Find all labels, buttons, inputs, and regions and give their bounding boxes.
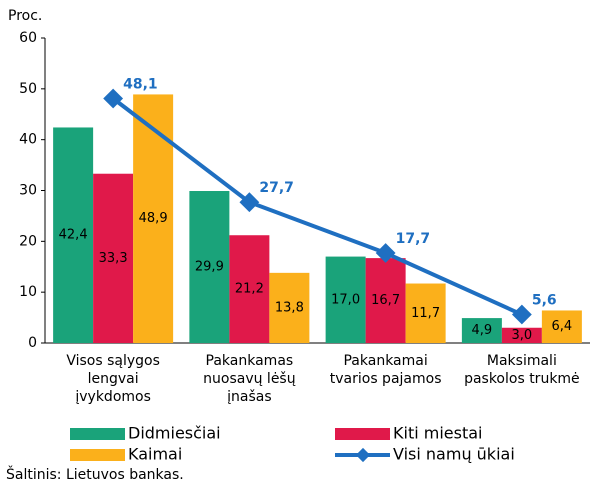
line-value-label: 48,1: [123, 76, 158, 92]
y-tick-label: 10: [19, 284, 37, 300]
x-tick-label: tvarios pajamos: [330, 371, 442, 387]
bar: [461, 318, 502, 343]
x-tick-label: Visos sąlygos: [66, 353, 160, 369]
y-tick-label: 20: [19, 233, 37, 249]
bar: [541, 310, 582, 343]
line-marker: [103, 88, 124, 109]
source: Šaltinis: Lietuvos bankas.: [6, 465, 184, 483]
line-value-label: 5,6: [532, 293, 557, 309]
legend-label: Kaimai: [128, 445, 182, 464]
bar: [365, 258, 406, 343]
legend-label: Didmiesčiai: [128, 424, 221, 443]
line-marker: [239, 192, 260, 213]
value-label: 4,9: [472, 323, 493, 338]
legend-label: Visi namų ūkiai: [393, 445, 515, 464]
value-label: 33,3: [99, 251, 128, 266]
value-label: 6,4: [552, 319, 573, 334]
legend-label: Kiti miestai: [393, 424, 482, 443]
value-label: 48,9: [139, 211, 168, 226]
y-tick-label: 0: [28, 335, 37, 351]
x-tick-label: Pakankamas: [206, 353, 294, 369]
x-tick-label: Maksimali: [487, 353, 557, 369]
y-tick-label: 60: [19, 30, 37, 46]
value-label: 29,9: [195, 260, 224, 275]
bar: [229, 235, 270, 343]
bar: [93, 173, 134, 343]
x-tick-label: lengvai: [88, 371, 139, 387]
line-marker: [511, 304, 532, 325]
bar: [269, 272, 310, 343]
x-tick-label: įvykdomos: [75, 389, 151, 405]
value-label: 16,7: [371, 293, 400, 308]
bar: [133, 94, 174, 343]
value-label: 13,8: [275, 300, 304, 315]
line: [111, 96, 523, 317]
y-axis-label: Proc.: [8, 8, 42, 24]
legend-swatch: [70, 428, 125, 440]
value-label: 3,0: [512, 328, 533, 343]
legend-marker: [355, 447, 371, 463]
legend-swatch: [335, 428, 390, 440]
y-tick-label: 50: [19, 81, 37, 97]
line-value-label: 27,7: [259, 180, 294, 196]
bar: [501, 327, 542, 343]
line-marker: [375, 243, 396, 263]
x-tick-label: įnašas: [227, 389, 272, 405]
y-tick-label: 40: [19, 132, 37, 148]
legend-swatch: [70, 449, 125, 461]
x-tick-label: nuosavų lėšų: [203, 371, 296, 387]
bar: [189, 191, 230, 343]
value-label: 21,2: [235, 282, 264, 297]
x-tick-label: Pakankamai: [343, 353, 427, 369]
bar: [53, 127, 94, 343]
line-value-label: 17,7: [396, 231, 431, 247]
x-tick-label: paskolos trukmė: [464, 371, 580, 387]
y-tick-label: 30: [19, 183, 37, 199]
value-label: 42,4: [59, 228, 88, 243]
value-label: 17,0: [331, 292, 360, 307]
bar: [325, 256, 366, 343]
bar: [405, 283, 446, 343]
value-label: 11,7: [411, 306, 440, 321]
